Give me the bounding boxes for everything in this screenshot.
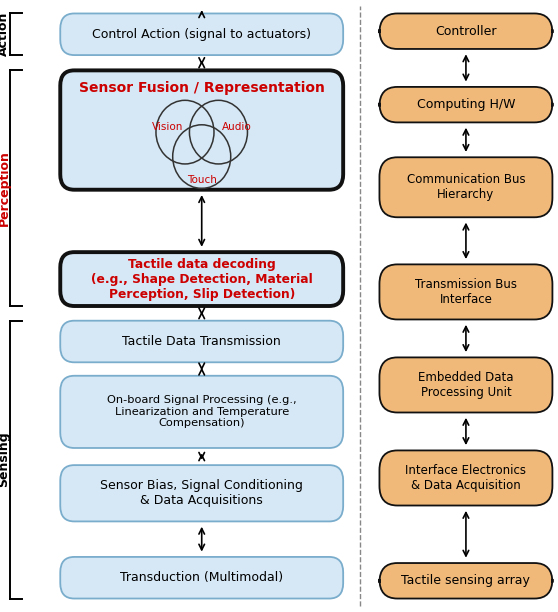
Text: On-board Signal Processing (e.g.,
Linearization and Temperature
Compensation): On-board Signal Processing (e.g., Linear… <box>107 395 296 428</box>
Text: Communication Bus
Hierarchy: Communication Bus Hierarchy <box>407 173 525 201</box>
Text: Sensor Fusion / Representation: Sensor Fusion / Representation <box>79 81 325 95</box>
Text: Control Action (signal to actuators): Control Action (signal to actuators) <box>92 28 311 41</box>
Text: Action: Action <box>0 12 11 56</box>
FancyBboxPatch shape <box>60 465 343 521</box>
FancyBboxPatch shape <box>60 70 343 190</box>
Text: Sensor Bias, Signal Conditioning
& Data Acquisitions: Sensor Bias, Signal Conditioning & Data … <box>100 479 303 507</box>
FancyBboxPatch shape <box>60 557 343 599</box>
Text: Touch: Touch <box>187 175 217 185</box>
FancyBboxPatch shape <box>379 450 552 506</box>
Text: Vision: Vision <box>151 122 183 132</box>
Text: Controller: Controller <box>435 24 497 38</box>
Text: Interface Electronics
& Data Acquisition: Interface Electronics & Data Acquisition <box>406 464 526 492</box>
Text: Transmission Bus
Interface: Transmission Bus Interface <box>415 278 517 306</box>
FancyBboxPatch shape <box>60 252 343 306</box>
Text: Embedded Data
Processing Unit: Embedded Data Processing Unit <box>418 371 514 399</box>
FancyBboxPatch shape <box>379 13 552 49</box>
Text: Tactile sensing array: Tactile sensing array <box>402 574 530 588</box>
Text: Computing H/W: Computing H/W <box>417 98 515 111</box>
FancyBboxPatch shape <box>379 357 552 412</box>
Text: Tactile Data Transmission: Tactile Data Transmission <box>122 335 281 348</box>
FancyBboxPatch shape <box>379 87 552 122</box>
Text: Audio: Audio <box>222 122 251 132</box>
FancyBboxPatch shape <box>379 157 552 217</box>
FancyBboxPatch shape <box>60 13 343 55</box>
Text: Tactile data decoding
(e.g., Shape Detection, Material
Perception, Slip Detectio: Tactile data decoding (e.g., Shape Detec… <box>91 258 312 300</box>
FancyBboxPatch shape <box>379 264 552 319</box>
Text: Sensing: Sensing <box>0 432 11 487</box>
FancyBboxPatch shape <box>60 376 343 448</box>
Text: Transduction (Multimodal): Transduction (Multimodal) <box>120 571 283 584</box>
Text: Perception: Perception <box>0 151 11 226</box>
FancyBboxPatch shape <box>60 321 343 362</box>
FancyBboxPatch shape <box>379 563 552 599</box>
